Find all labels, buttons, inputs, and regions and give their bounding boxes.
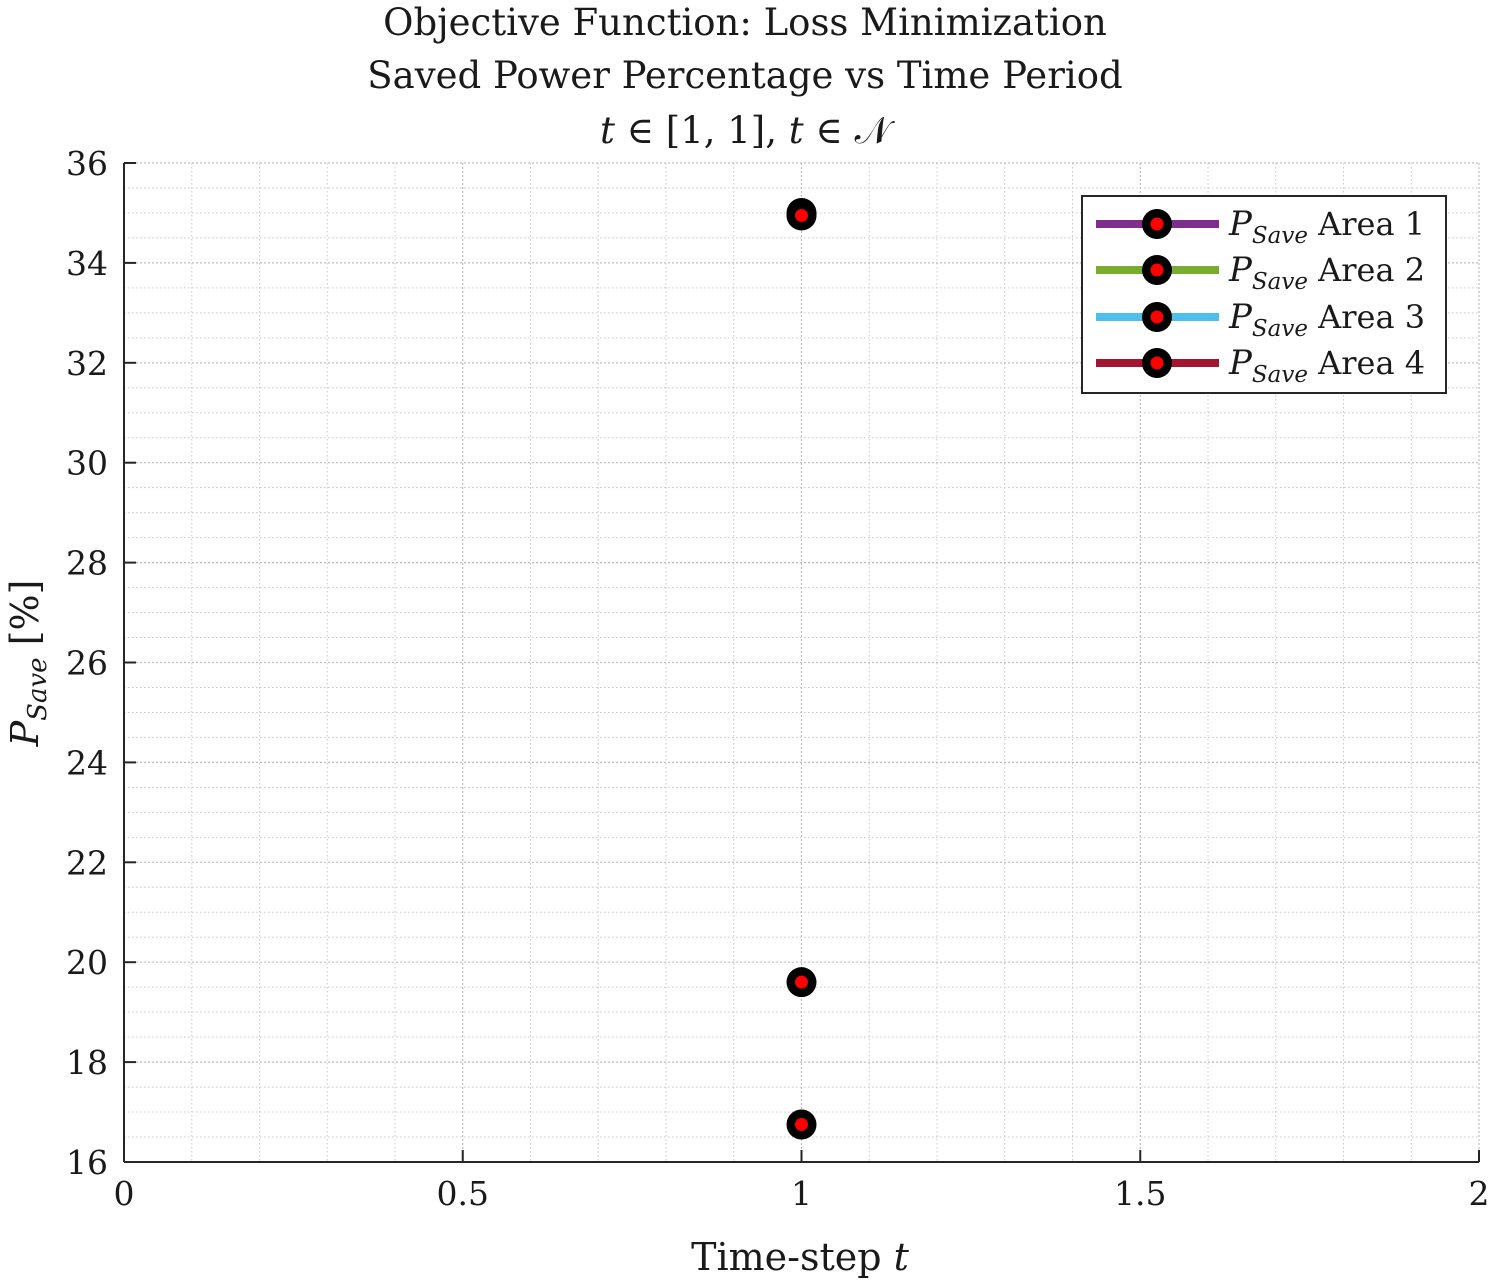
title-set-symbol: 𝒩: [854, 109, 891, 152]
legend-marker-3: [1150, 310, 1164, 324]
legend-label-text: Area 2: [1308, 251, 1425, 289]
data-point-1: [795, 1118, 808, 1132]
chart-title-line-1: Objective Function: Loss Minimization: [383, 1, 1107, 44]
title-op-2: ∈: [803, 109, 855, 152]
legend-label-1: PSave Area 1: [1228, 204, 1425, 249]
legend-marker-1: [1150, 217, 1164, 231]
y-tick-label: 24: [66, 743, 108, 782]
legend-label-3: PSave Area 3: [1228, 297, 1425, 342]
x-axis-label: Time-step t: [691, 1235, 910, 1279]
y-tick-label: 18: [66, 1043, 108, 1082]
axes: [123, 162, 1480, 1163]
data-markers: [786, 197, 817, 1140]
legend-label-2: PSave Area 2: [1228, 250, 1425, 295]
legend-label-var: P: [1228, 343, 1253, 383]
legend-label-sub: Save: [1252, 269, 1308, 295]
legend-label-text: Area 3: [1308, 298, 1425, 336]
legend-label-var: P: [1228, 204, 1253, 244]
legend-label-var: P: [1228, 297, 1253, 337]
legend-label-var: P: [1228, 250, 1253, 290]
y-tick-label: 32: [66, 344, 108, 383]
y-tick-label: 22: [66, 843, 108, 882]
y-axis-label-unit: [%]: [3, 580, 47, 658]
y-tick-label: 30: [66, 444, 108, 483]
title-var-t1: t: [599, 109, 615, 152]
x-tick-label: 0.5: [437, 1174, 489, 1213]
legend-label-text: Area 4: [1308, 344, 1425, 382]
legend-label-sub: Save: [1252, 316, 1308, 342]
tick-labels: 0 0.5 1 1.5 2 16 18 20 22 24 26 28 30 32 34 36: [66, 144, 1490, 1213]
chart-title-line-3: t ∈ [1, 1], t ∈ 𝒩: [0, 112, 1490, 149]
legend-label-text: Area 1: [1308, 205, 1425, 243]
y-tick-label: 36: [66, 144, 108, 183]
x-axis-label-var: t: [894, 1235, 910, 1279]
title-var-t2: t: [788, 109, 804, 152]
title-op-1: ∈ [1, 1],: [614, 109, 789, 152]
y-tick-label: 34: [66, 244, 108, 283]
x-axis-label-text: Time-step: [691, 1235, 894, 1279]
y-tick-label: 28: [66, 544, 108, 583]
legend-marker-2: [1150, 263, 1164, 277]
y-axis-label-sub: Save: [23, 657, 53, 720]
legend-label-4: PSave Area 4: [1228, 343, 1425, 388]
y-tick-label: 26: [66, 644, 108, 683]
y-tick-label: 20: [66, 943, 108, 982]
data-point-4: [795, 208, 808, 222]
x-tick-label: 2: [1469, 1174, 1490, 1213]
y-axis-label: PSave [%]: [3, 580, 53, 748]
x-tick-label: 1.5: [1114, 1174, 1166, 1213]
chart-title-line-2: Saved Power Percentage vs Time Period: [367, 54, 1123, 97]
y-axis-label-var: P: [3, 719, 47, 747]
x-tick-label: 1: [791, 1174, 812, 1213]
data-point-2: [795, 975, 808, 989]
y-tick-label: 16: [66, 1143, 108, 1182]
legend-label-sub: Save: [1252, 362, 1308, 388]
x-tick-label: 0: [114, 1174, 135, 1213]
legend-label-sub: Save: [1252, 223, 1308, 249]
legend-marker-4: [1150, 356, 1164, 370]
